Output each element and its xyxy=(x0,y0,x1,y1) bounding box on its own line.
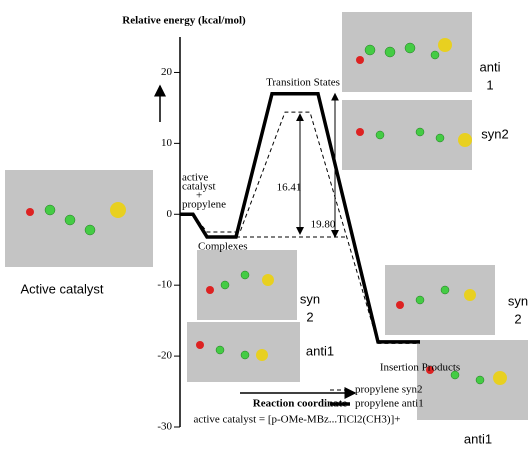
molecule-label: 2 xyxy=(514,311,521,326)
annotation: 19.80 xyxy=(311,219,336,231)
y-tick-label: 10 xyxy=(161,137,173,149)
annotation: Insertion Products xyxy=(380,362,460,374)
chart-title: Relative energy (kcal/mol) xyxy=(122,15,246,27)
molecule-label: 2 xyxy=(306,309,313,324)
molecule-label: syn xyxy=(508,293,528,308)
annotation: Complexes xyxy=(198,241,248,253)
legend-label: propylene syn2 xyxy=(355,384,423,396)
molecule-label: syn2 xyxy=(481,126,508,141)
molecule-images xyxy=(5,12,528,420)
y-tick-label: -10 xyxy=(157,279,172,291)
annotation: 16.41 xyxy=(277,182,302,194)
molecule-label: syn xyxy=(300,291,320,306)
legend-label: propylene anti1 xyxy=(355,398,424,410)
chart: Relative energy (kcal/mol) Reaction coor… xyxy=(0,0,528,453)
annotation: Transition States xyxy=(266,77,340,89)
molecule-label: anti1 xyxy=(464,431,492,446)
y-tick-label: 0 xyxy=(167,208,173,220)
footnote: active catalyst = [p-OMe-MBz...TiCl2(CH3… xyxy=(194,414,401,426)
y-tick-label: -30 xyxy=(157,421,172,433)
molecule-label: Active catalyst xyxy=(20,281,103,296)
molecule-label: 1 xyxy=(486,77,493,92)
y-tick-label: 20 xyxy=(161,66,173,78)
molecule-label: anti xyxy=(480,59,501,74)
molecule-label: anti1 xyxy=(306,343,334,358)
annotation: propylene xyxy=(182,199,226,211)
y-tick-label: -20 xyxy=(157,350,172,362)
